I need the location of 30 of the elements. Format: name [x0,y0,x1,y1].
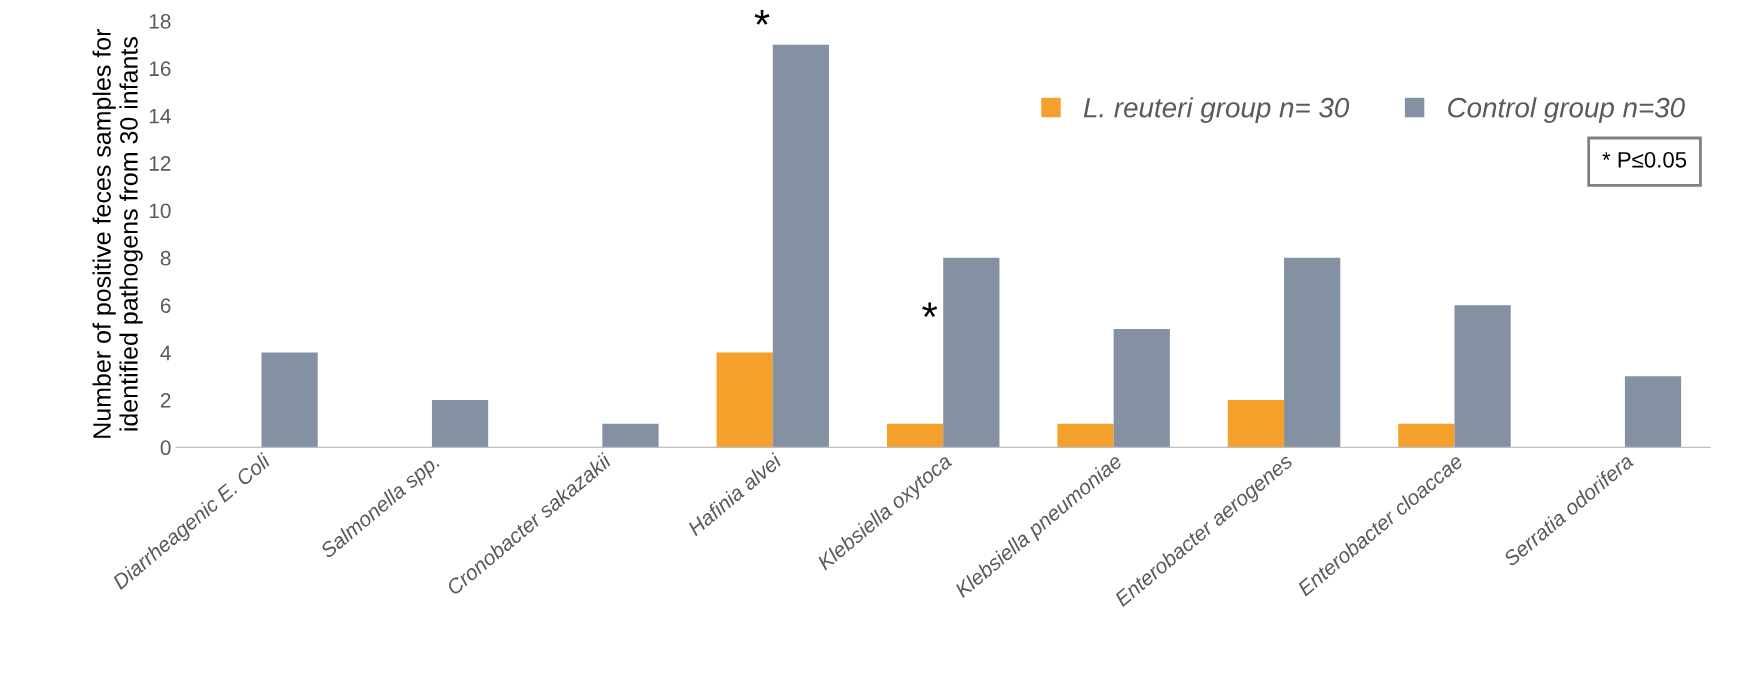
bar [772,44,830,448]
annotation: * [754,10,770,25]
bar [1624,376,1682,448]
bar [261,352,318,448]
y-tick-label: 14 [149,108,171,124]
y-tick-label: 0 [160,440,171,456]
y-tick-label: 2 [160,392,171,408]
annotation: * [922,302,938,318]
bar [1284,257,1341,448]
bar [431,399,489,448]
bar [943,257,1000,448]
bar [1454,305,1511,448]
annotation: * P≤0.05 [1602,151,1687,168]
y-axis-title: Number of positive feces samples for identified pathogens from 30 infants [92,28,143,438]
legend-label: L. reuteri group n= 30 [1083,97,1350,124]
y-tick-label: 10 [149,203,171,219]
bar [716,352,773,448]
y-tick-label: 8 [160,250,171,266]
y-tick-label: 12 [149,156,171,171]
bar [1113,328,1170,448]
bar [602,423,659,448]
y-tick-label: 18 [149,13,171,29]
legend-label: Control group n=30 [1448,97,1685,124]
bar [886,423,944,448]
y-tick-label: 6 [160,298,171,313]
y-tick-label: 16 [149,61,171,77]
bar [1398,423,1455,448]
bar [1057,423,1114,448]
bar [1227,399,1285,448]
y-tick-label: 4 [160,345,171,361]
